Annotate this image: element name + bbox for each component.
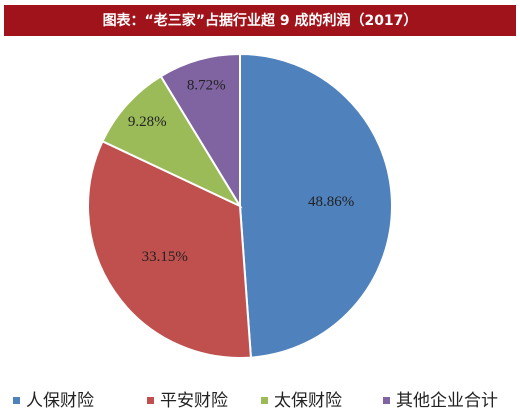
legend-swatch — [383, 397, 390, 404]
legend-swatch — [13, 397, 20, 404]
legend-swatch — [261, 397, 268, 404]
pie-slice — [159, 52, 241, 210]
data-label: 9.28% — [128, 114, 167, 130]
legend-label: 太保财险 — [274, 391, 342, 411]
legend-label: 平安财险 — [160, 391, 228, 411]
pie-slice — [239, 52, 393, 359]
legend-label: 其他企业合计 — [396, 391, 498, 411]
chart-title: 图表：“老三家”占据行业超 9 成的利润（2017） — [103, 12, 418, 29]
legend-label: 人保财险 — [26, 391, 94, 411]
title-bar — [4, 5, 516, 36]
data-label: 8.72% — [187, 77, 226, 93]
legend: 人保财险 平安财险 太保财险 其他企业合计 — [13, 391, 498, 411]
data-label: 33.15% — [142, 249, 188, 265]
legend-swatch — [147, 397, 154, 404]
pie: 48.86% 33.15% 9.28% 8.72% — [87, 52, 393, 359]
pie-slice — [101, 74, 243, 209]
data-label: 48.86% — [308, 194, 354, 210]
pie-slice — [87, 139, 252, 359]
